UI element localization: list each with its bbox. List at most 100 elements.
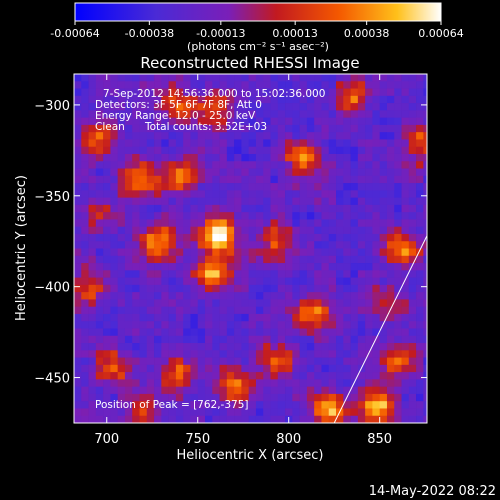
heatmap-pixel <box>263 299 271 308</box>
heatmap-pixel <box>423 343 427 351</box>
heatmap-pixel <box>263 183 271 191</box>
heatmap-pixel <box>154 350 162 358</box>
colorbar-unit-label: (photons cm⁻² s⁻¹ asec⁻²) <box>187 40 329 53</box>
heatmap-pixel <box>110 74 118 82</box>
heatmap-pixel <box>285 379 293 388</box>
heatmap-pixel <box>328 277 337 286</box>
heatmap-pixel <box>88 255 97 264</box>
heatmap-pixel <box>132 219 140 228</box>
heatmap-pixel <box>241 124 249 133</box>
heatmap-pixel <box>255 364 264 373</box>
heatmap-pixel <box>183 124 191 133</box>
heatmap-pixel <box>226 350 235 358</box>
heatmap-pixel <box>168 408 177 417</box>
heatmap-pixel <box>357 153 366 162</box>
colorbar-tick-label: -0.00038 <box>125 27 174 40</box>
heatmap-pixel <box>277 95 286 104</box>
heatmap-pixel <box>401 299 410 308</box>
heatmap-pixel <box>234 313 242 322</box>
heatmap-pixel <box>81 292 89 300</box>
heatmap-pixel <box>328 350 337 358</box>
heatmap-pixel <box>292 372 300 380</box>
heatmap-pixel <box>117 233 126 242</box>
heatmap-pixel <box>299 124 308 133</box>
heatmap-pixel <box>379 248 388 257</box>
heatmap-pixel <box>357 321 366 329</box>
heatmap-pixel <box>212 95 220 104</box>
heatmap-pixel <box>103 103 111 111</box>
heatmap-pixel <box>357 263 366 271</box>
heatmap-pixel <box>226 415 235 423</box>
heatmap-pixel <box>197 372 206 380</box>
heatmap-pixel <box>336 161 344 169</box>
heatmap-pixel <box>255 226 264 235</box>
heatmap-pixel <box>241 74 249 82</box>
heatmap-pixel <box>379 190 388 198</box>
heatmap-pixel <box>350 161 359 169</box>
heatmap-pixel <box>365 364 373 373</box>
heatmap-pixel <box>241 255 249 264</box>
heatmap-pixel <box>357 233 366 242</box>
colorbar-tick-label: -0.00013 <box>196 27 245 40</box>
heatmap-pixel <box>161 255 169 264</box>
heatmap-pixel <box>336 168 344 177</box>
heatmap-pixel <box>183 219 191 228</box>
heatmap-pixel <box>81 226 89 235</box>
heatmap-pixel <box>328 393 337 402</box>
heatmap-pixel <box>81 393 89 402</box>
heatmap-pixel <box>190 328 199 337</box>
heatmap-pixel <box>416 408 424 417</box>
heatmap-pixel <box>321 110 330 119</box>
heatmap-pixel <box>394 139 402 148</box>
heatmap-pixel <box>197 241 206 249</box>
heatmap-pixel <box>314 110 322 119</box>
heatmap-pixel <box>110 415 118 423</box>
heatmap-pixel <box>277 255 286 264</box>
heatmap-pixel <box>124 386 133 395</box>
heatmap-pixel <box>154 110 162 119</box>
heatmap-pixel <box>95 88 104 97</box>
heatmap-pixel <box>197 277 206 286</box>
heatmap-pixel <box>234 117 242 126</box>
heatmap-pixel <box>226 74 235 82</box>
heatmap-pixel <box>394 364 402 373</box>
heatmap-pixel <box>197 321 206 329</box>
heatmap-pixel <box>350 364 359 373</box>
heatmap-pixel <box>95 190 104 198</box>
heatmap-pixel <box>146 284 155 293</box>
heatmap-pixel <box>139 197 148 206</box>
heatmap-pixel <box>110 386 118 395</box>
heatmap-pixel <box>306 270 315 278</box>
heatmap-pixel <box>263 117 271 126</box>
heatmap-pixel <box>219 372 228 380</box>
heatmap-pixel <box>423 197 427 206</box>
heatmap-pixel <box>212 393 220 402</box>
heatmap-pixel <box>299 183 308 191</box>
heatmap-pixel <box>248 146 257 155</box>
heatmap-pixel <box>365 146 373 155</box>
heatmap-pixel <box>139 103 148 111</box>
heatmap-pixel <box>81 241 89 249</box>
heatmap-pixel <box>416 343 424 351</box>
heatmap-pixel <box>103 335 111 344</box>
heatmap-pixel <box>212 110 220 119</box>
heatmap-pixel <box>146 393 155 402</box>
heatmap-pixel <box>306 219 315 228</box>
heatmap-pixel <box>336 95 344 104</box>
heatmap-pixel <box>394 357 402 366</box>
heatmap-pixel <box>175 190 184 198</box>
heatmap-pixel <box>416 401 424 409</box>
heatmap-pixel <box>81 146 89 155</box>
heatmap-pixel <box>336 313 344 322</box>
heatmap-pixel <box>270 161 279 169</box>
heatmap-pixel <box>190 219 199 228</box>
heatmap-pixel <box>117 124 126 133</box>
heatmap-pixel <box>168 364 177 373</box>
heatmap-pixel <box>219 357 228 366</box>
heatmap-pixel <box>365 161 373 169</box>
heatmap-pixel <box>139 248 148 257</box>
heatmap-pixel <box>74 357 82 366</box>
heatmap-pixel <box>328 263 337 271</box>
heatmap-pixel <box>234 219 242 228</box>
heatmap-pixel <box>146 124 155 133</box>
